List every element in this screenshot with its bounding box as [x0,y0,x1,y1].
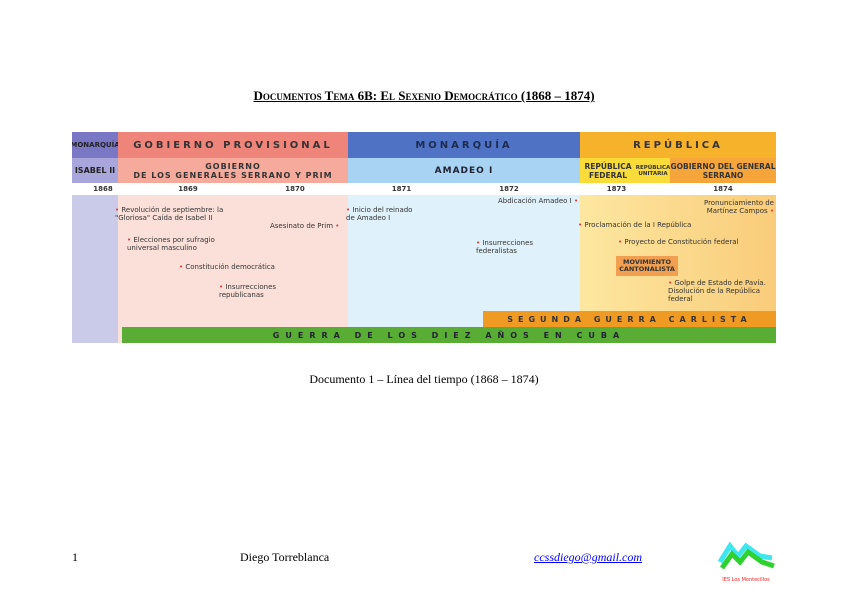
year: 1871 [348,183,456,195]
event: Asesinato de Prim • [270,222,340,230]
year: 1869 [134,183,243,195]
war-carlista: SEGUNDA GUERRA CARLISTA [483,311,776,327]
event: • Proyecto de Constitución federal [618,238,739,246]
war-cuba: GUERRA DE LOS DIEZ AÑOS EN CUBA [122,327,776,343]
gov-serrano-prim: GOBIERNO DE LOS GENERALES SERRANO Y PRIM [118,158,348,183]
event: • Elecciones por sufragio universal masc… [127,236,215,252]
author: Diego Torreblanca [240,550,330,564]
event: • Insurrecciones federalistas [476,239,534,255]
logo-text: IES Los Montecillos [722,577,770,583]
gov-amadeo: AMADEO I [348,158,580,183]
gov-label: GOBIERNO [205,161,261,171]
school-logo: IES Los Montecillos [716,540,776,583]
bg-isabel [72,195,118,343]
gov-label: DE LOS GENERALES SERRANO Y PRIM [133,170,333,180]
gov-serrano: GOBIERNO DEL GENERAL SERRANO [670,158,776,183]
movimiento-cantonalista: MOVIMIENTO CANTONALISTA [616,256,678,276]
timeline-image: MONARQUÍA GOBIERNO PROVISIONAL MONARQUÍA… [72,132,776,343]
period-monarquia-2: MONARQUÍA [348,132,580,158]
page-title: Documentos Tema 6B: El Sexenio Democráti… [253,88,595,103]
year: 1874 [670,183,776,195]
page-number: 1 [72,550,78,564]
event: • Golpe de Estado de Pavía. Disolución d… [668,279,766,303]
period-provisional: GOBIERNO PROVISIONAL [118,132,348,158]
event: • Inicio del reinado de Amadeo I [346,206,413,222]
figure-caption: Documento 1 – Línea del tiempo (1868 – 1… [309,372,539,386]
period-republica: REPÚBLICA [580,132,776,158]
event: • Insurrecciones republicanas [219,283,277,299]
mountain-logo-icon [717,541,775,570]
year: 1870 [242,183,349,195]
event: Abdicación Amadeo I • [498,197,579,205]
year: 1873 [563,183,671,195]
gov-rep-federal: REPÚBLICA FEDERAL [580,158,636,183]
event: • Constitución democrática [179,263,275,271]
gov-isabel: ISABEL II [72,158,118,183]
event: • Revolución de septiembre: la "Gloriosa… [115,206,224,222]
year: 1872 [455,183,564,195]
gov-rep-unitaria: REPÚBLICA UNITARIA [636,158,670,183]
email-link[interactable]: ccssdiego@gmail.com [534,550,643,564]
bg-provisional [118,195,348,343]
event: Pronunciamiento de Martínez Campos • [703,199,774,215]
year: 1868 [72,183,135,195]
event: • Proclamación de la I República [578,221,692,229]
period-monarquia-1: MONARQUÍA [72,132,120,158]
